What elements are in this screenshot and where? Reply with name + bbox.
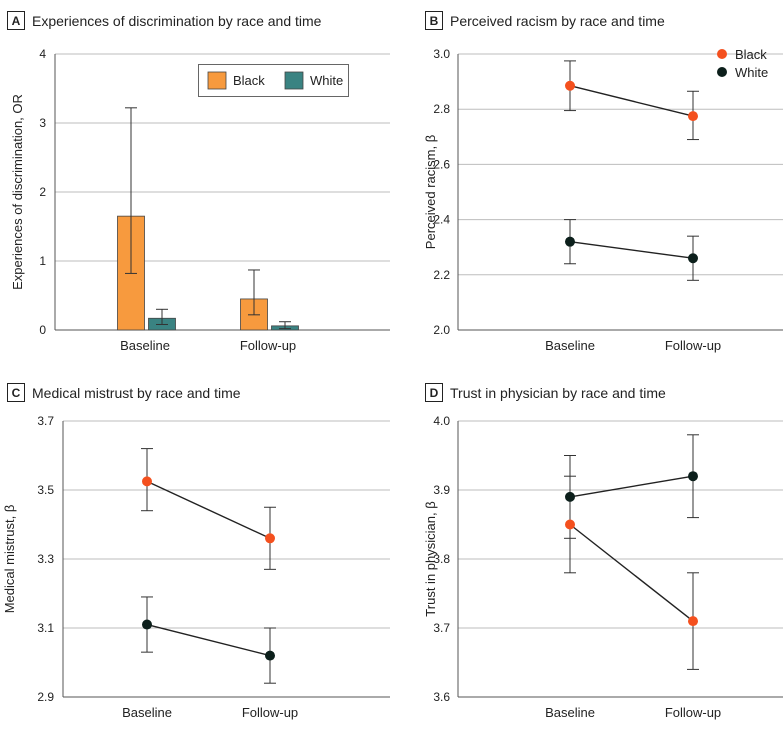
point-black [688,111,698,122]
point-white [688,253,698,264]
point-white [565,236,575,247]
y-tick-label: 2 [39,185,46,199]
legend-marker-white [717,67,727,77]
point-white [142,619,152,630]
legend-label-white: White [735,65,768,80]
y-tick-label: 3 [39,116,46,130]
series-line-white [146,623,271,657]
y-tick-label: 1 [39,254,46,268]
panel-d: D Trust in physician by race and time 3.6 3… [423,383,783,720]
x-category-label: Baseline [122,705,172,720]
legend-label-black: Black [735,47,767,62]
y-axis-label: Experiences of discrimination, OR [10,94,25,290]
x-category-label: Follow-up [240,338,296,353]
y-tick-label: 2.6 [433,157,450,171]
y-tick-label: 3.0 [433,47,450,61]
error-bar [248,269,260,316]
y-tick-label: 3.1 [37,621,54,635]
point-black [565,519,575,530]
legend: Black White [717,47,768,80]
point-black [565,80,575,91]
legend-marker-black [717,49,727,59]
error-bar [156,308,168,325]
x-category-label: Follow-up [665,705,721,720]
panel-label-box [7,11,25,30]
y-tick-label: 3.6 [433,690,450,704]
panel-label: D [430,386,439,400]
y-tick-label: 2.8 [433,102,450,116]
panel-title: Trust in physician by race and time [450,385,666,401]
legend: Black White [198,64,349,97]
series-line-black [146,480,271,539]
point-black [142,476,152,487]
error-bar [279,321,291,330]
panel-label: B [430,14,439,28]
x-category-label: Follow-up [665,338,721,353]
panel-label-box [425,383,443,402]
series-line-black [569,85,694,117]
y-tick-label: 3.7 [37,414,54,428]
y-tick-label: 2.0 [433,323,450,337]
y-tick-label: 3.8 [433,552,450,566]
x-category-label: Baseline [545,338,595,353]
y-tick-label: 2.4 [433,213,450,227]
point-white [265,650,275,661]
x-category-label: Baseline [545,705,595,720]
point-white [688,471,698,482]
point-white [565,491,575,502]
y-axis-label: Trust in physician, β [423,501,438,616]
y-tick-label: 4 [39,47,46,61]
legend-swatch-white [284,71,304,90]
y-axis-label: Perceived racism, β [423,135,438,249]
panel-title: Experiences of discrimination by race an… [32,13,322,29]
x-category-label: Follow-up [242,705,298,720]
panel-title: Medical mistrust by race and time [32,385,241,401]
legend-swatch-black [207,71,227,90]
point-black [688,616,698,627]
y-tick-label: 3.9 [433,483,450,497]
legend-label-black: Black [233,73,265,88]
panel-title: Perceived racism by race and time [450,13,665,29]
series-line-white [569,475,694,498]
error-bar [125,107,137,274]
panel-label: C [12,386,21,400]
series-line-black [569,523,694,622]
panel-label-box [7,383,25,402]
legend-label-white: White [310,73,343,88]
panel-label: A [12,14,21,28]
panel-label-box [425,11,443,30]
panel-a: A Experiences of discrimination by race a… [7,11,390,353]
y-tick-label: 0 [39,323,46,337]
panel-c: C Medical mistrust by race and time 2.9 3.1… [2,383,390,720]
y-tick-label: 2.2 [433,268,450,282]
series-line-white [569,240,694,259]
y-axis-label: Medical mistrust, β [2,505,17,614]
y-tick-label: 2.9 [37,690,54,704]
y-tick-label: 3.3 [37,552,54,566]
point-black [265,533,275,544]
x-category-label: Baseline [120,338,170,353]
y-tick-label: 3.5 [37,483,54,497]
panel-b: B Perceived racism by race and time 2.0 2.2… [423,11,783,353]
y-tick-label: 4.0 [433,414,450,428]
y-tick-label: 3.7 [433,621,450,635]
